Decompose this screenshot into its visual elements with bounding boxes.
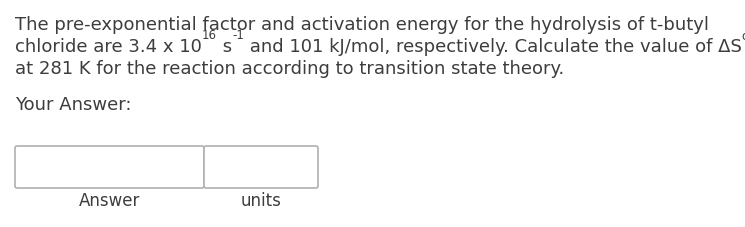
FancyBboxPatch shape <box>15 146 204 188</box>
Text: at 281 K for the reaction according to transition state theory.: at 281 K for the reaction according to t… <box>15 60 564 78</box>
Text: chloride are 3.4 x 10: chloride are 3.4 x 10 <box>15 38 202 56</box>
Text: The pre-exponential factor and activation energy for the hydrolysis of t-butyl: The pre-exponential factor and activatio… <box>15 16 709 34</box>
Text: o‡: o‡ <box>742 29 745 42</box>
Text: Answer: Answer <box>79 192 140 210</box>
FancyBboxPatch shape <box>204 146 318 188</box>
Text: and 101 kJ/mol, respectively. Calculate the value of ΔS: and 101 kJ/mol, respectively. Calculate … <box>244 38 742 56</box>
Text: -1: -1 <box>232 29 244 42</box>
Text: units: units <box>241 192 282 210</box>
Text: 16: 16 <box>202 29 217 42</box>
Text: Your Answer:: Your Answer: <box>15 96 132 114</box>
Text: s: s <box>217 38 232 56</box>
